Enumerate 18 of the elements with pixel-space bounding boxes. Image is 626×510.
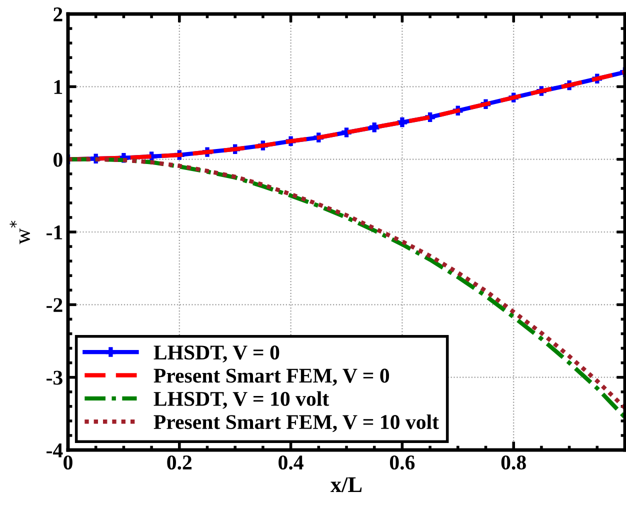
x-tick-label: 0.8 [501, 455, 526, 470]
legend-label: Present Smart FEM, V = 10 volt [154, 414, 439, 432]
y-tick-label: -1 [46, 225, 62, 240]
x-tick-label: 0.6 [390, 455, 415, 470]
x-tick-label: 0.2 [167, 455, 192, 470]
x-tick-label: 0 [64, 455, 72, 470]
legend-label: LHSDT, V = 0 [154, 345, 280, 363]
y-tick-label: -2 [46, 298, 62, 312]
y-tick-label: 1 [54, 80, 62, 94]
y-tick-label: 2 [54, 7, 62, 22]
legend-label: Present Smart FEM, V = 0 [154, 368, 390, 386]
x-axis-title: x/L [330, 477, 362, 492]
y-axis-title: w$^{*}$ [10, 220, 30, 244]
x-tick-label: 0.4 [278, 455, 304, 470]
y-tick-label: 0 [54, 152, 62, 167]
legend-label: LHSDT, V = 10 volt [154, 391, 330, 409]
y-tick-label: -3 [46, 370, 62, 385]
y-tick-label: -4 [46, 444, 63, 458]
